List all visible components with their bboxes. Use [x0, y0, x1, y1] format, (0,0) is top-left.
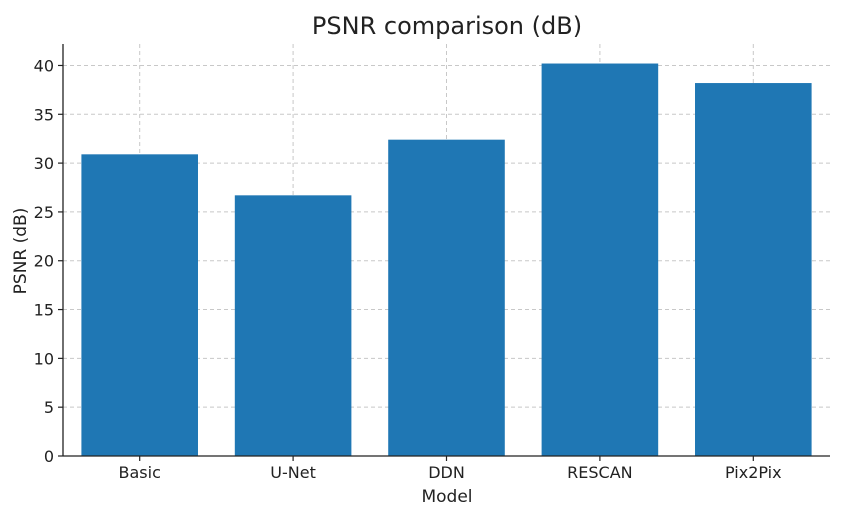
y-tick-label: 30: [34, 154, 54, 173]
chart-title: PSNR comparison (dB): [312, 12, 582, 40]
y-axis-label: PSNR (dB): [11, 208, 31, 295]
bar-basic: [81, 154, 198, 457]
x-tick-label: U-Net: [270, 463, 316, 482]
y-tick-label: 0: [44, 447, 54, 466]
x-axis-ticks: Basic U-Net DDN RESCAN Pix2Pix: [119, 456, 782, 482]
x-tick-label: Basic: [119, 463, 161, 482]
y-axis-ticks: 0 5 10 15 20 25 30 35 40: [34, 56, 63, 466]
bar-pix2pix: [695, 83, 812, 457]
bar-u-net: [234, 195, 352, 456]
y-tick-label: 25: [34, 203, 54, 222]
x-tick-label: DDN: [428, 463, 465, 482]
bar-rescan: [541, 63, 659, 457]
y-tick-label: 5: [44, 398, 54, 417]
x-tick-label: Pix2Pix: [725, 463, 782, 482]
bar-ddn: [388, 139, 505, 456]
y-tick-label: 15: [34, 301, 54, 320]
y-tick-label: 10: [34, 349, 54, 368]
x-tick-label: RESCAN: [567, 463, 632, 482]
y-tick-label: 40: [34, 56, 54, 75]
bars: [81, 63, 812, 457]
y-tick-label: 20: [34, 252, 54, 271]
y-tick-label: 35: [34, 105, 54, 124]
x-axis-label: Model: [421, 487, 472, 507]
